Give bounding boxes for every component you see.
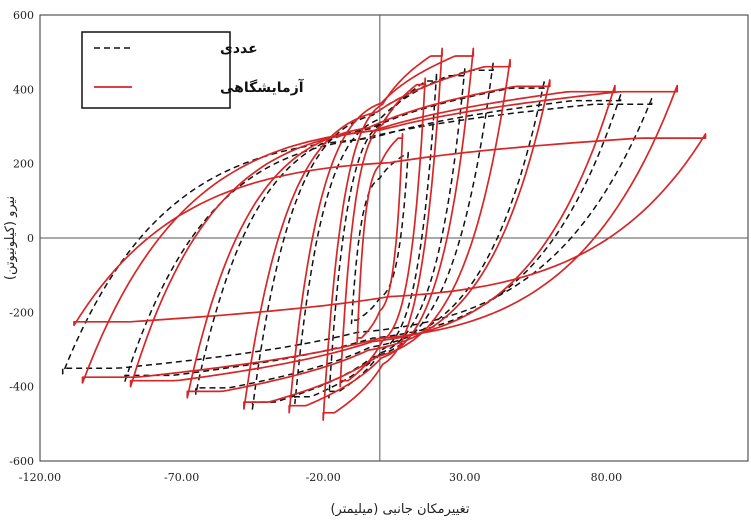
y-axis-title: نیرو (کیلونیوتن) (3, 196, 18, 280)
hysteresis-loop (61, 97, 653, 375)
legend: عددی آزمایشگاهی (81, 31, 305, 109)
y-tick-label: 0 (27, 232, 34, 245)
series-group (61, 47, 707, 421)
hysteresis-loop (294, 68, 466, 405)
x-axis-title: تغییرمکان جانبی (میلیمتر) (330, 502, 469, 517)
x-tick-label: -20.00 (306, 471, 341, 484)
legend-box (81, 31, 231, 109)
hysteresis-loop (129, 84, 616, 388)
y-tick-label: 400 (13, 83, 34, 96)
hysteresis-loop (339, 77, 427, 388)
y-tick-label: 200 (13, 158, 34, 171)
hysteresis-loop (195, 81, 545, 395)
hysteresis-loop (73, 133, 707, 327)
hysteresis-loop (81, 84, 679, 384)
hysteresis-loop (322, 47, 443, 421)
tick-labels-group: -120.00 -70.00 -20.00 30.00 80.00 600 400 200 0 -… (9, 9, 622, 484)
x-tick-label: 30.00 (449, 471, 481, 484)
axes-group (40, 15, 748, 461)
y-tick-label: -400 (9, 381, 34, 394)
legend-label-numerical: عددی (220, 41, 258, 57)
x-tick-label: -70.00 (164, 471, 199, 484)
hysteresis-loop (124, 94, 622, 382)
hysteresis-loop (350, 151, 409, 325)
series-experimental (73, 47, 707, 421)
y-tick-label: -200 (9, 306, 34, 319)
y-tick-label: -600 (9, 455, 34, 468)
legend-label-experimental: آزمایشگاهی (220, 78, 305, 96)
x-tick-label: 80.00 (591, 471, 623, 484)
series-numerical (61, 62, 653, 410)
hysteresis-loop (328, 73, 438, 399)
hysteresis-loop (186, 79, 551, 399)
y-tick-label: 600 (13, 9, 34, 22)
x-tick-label: -120.00 (19, 471, 61, 484)
